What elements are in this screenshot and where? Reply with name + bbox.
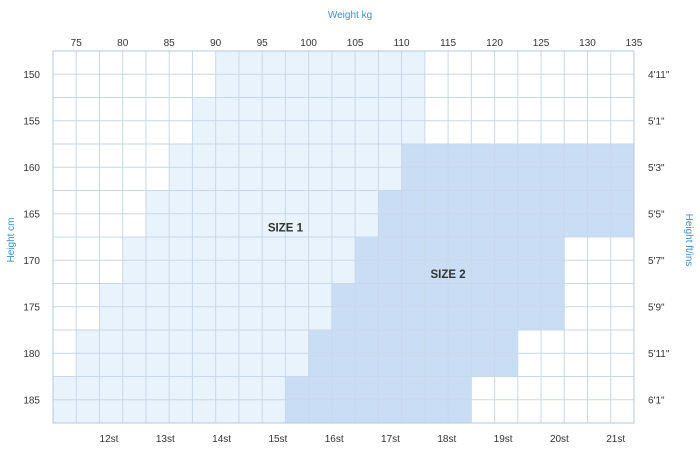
weight-st-tick-17st: 17st <box>381 434 400 445</box>
weight-st-tick-20st: 20st <box>550 434 569 445</box>
weight-kg-tick-135: 135 <box>626 38 643 49</box>
tick-labels: 75 80 85 90 95 100 105 110 115 120 125 130 135 150 155… <box>23 38 670 445</box>
height-cm-tick-165: 165 <box>23 209 40 220</box>
weight-st-tick-16st: 16st <box>325 434 344 445</box>
region-labels: SIZE 1 SIZE 2 <box>268 223 466 282</box>
size-1-label: SIZE 1 <box>268 223 304 235</box>
weight-kg-tick-90: 90 <box>210 38 222 49</box>
weight-st-tick-19st: 19st <box>494 434 513 445</box>
height-cm-tick-185: 185 <box>23 395 40 406</box>
height-cm-tick-170: 170 <box>23 256 40 267</box>
height-cm-tick-180: 180 <box>23 349 40 360</box>
weight-kg-tick-115: 115 <box>440 38 456 49</box>
weight-kg-tick-85: 85 <box>164 38 176 49</box>
height-cm-tick-155: 155 <box>23 116 40 127</box>
weight-kg-tick-120: 120 <box>486 38 503 49</box>
weight-kg-tick-80: 80 <box>117 38 129 49</box>
height-ftin-tick-2: 5'1" <box>648 116 665 127</box>
weight-kg-tick-100: 100 <box>300 38 317 49</box>
weight-kg-tick-105: 105 <box>347 38 364 49</box>
weight-kg-tick-110: 110 <box>394 38 410 49</box>
weight-st-tick-18st: 18st <box>437 434 456 445</box>
weight-kg-tick-125: 125 <box>533 38 550 49</box>
height-ftin-tick-6: 5'9" <box>648 302 665 313</box>
size-2-label: SIZE 2 <box>431 269 466 281</box>
weight-kg-tick-75: 75 <box>71 38 83 49</box>
height-cm-tick-160: 160 <box>23 163 40 174</box>
height-ftin-tick-5: 5'7" <box>648 256 665 267</box>
height-ftin-tick-3: 5'3" <box>648 163 665 174</box>
weight-st-tick-14st: 14st <box>212 434 231 445</box>
top-axis-title: Weight kg <box>328 10 372 21</box>
weight-kg-tick-95: 95 <box>257 38 269 49</box>
height-ftin-tick-4: 5'5" <box>648 209 665 220</box>
weight-st-tick-15st: 15st <box>268 434 287 445</box>
weight-st-tick-13st: 13st <box>156 434 175 445</box>
plot-border <box>52 50 635 424</box>
weight-st-tick-12st: 12st <box>100 434 119 445</box>
height-ftin-tick-8: 6'1" <box>648 395 665 406</box>
height-cm-tick-150: 150 <box>23 70 40 81</box>
left-axis-title: Height cm <box>6 217 17 262</box>
height-ftin-tick-7: 5'11" <box>648 349 670 360</box>
height-cm-tick-175: 175 <box>23 302 40 313</box>
height-ftin-tick-1: 4'11" <box>648 70 670 81</box>
right-axis-title: Height ft/ins <box>683 214 694 267</box>
weight-st-tick-21st: 21st <box>606 434 625 445</box>
weight-kg-tick-130: 130 <box>579 38 596 49</box>
